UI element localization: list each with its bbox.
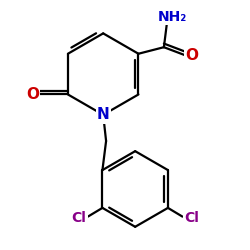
Text: N: N xyxy=(97,107,110,122)
Text: Cl: Cl xyxy=(184,211,199,225)
Text: O: O xyxy=(26,87,39,102)
Text: NH₂: NH₂ xyxy=(158,10,187,24)
Text: Cl: Cl xyxy=(72,211,86,225)
Text: O: O xyxy=(185,48,198,63)
